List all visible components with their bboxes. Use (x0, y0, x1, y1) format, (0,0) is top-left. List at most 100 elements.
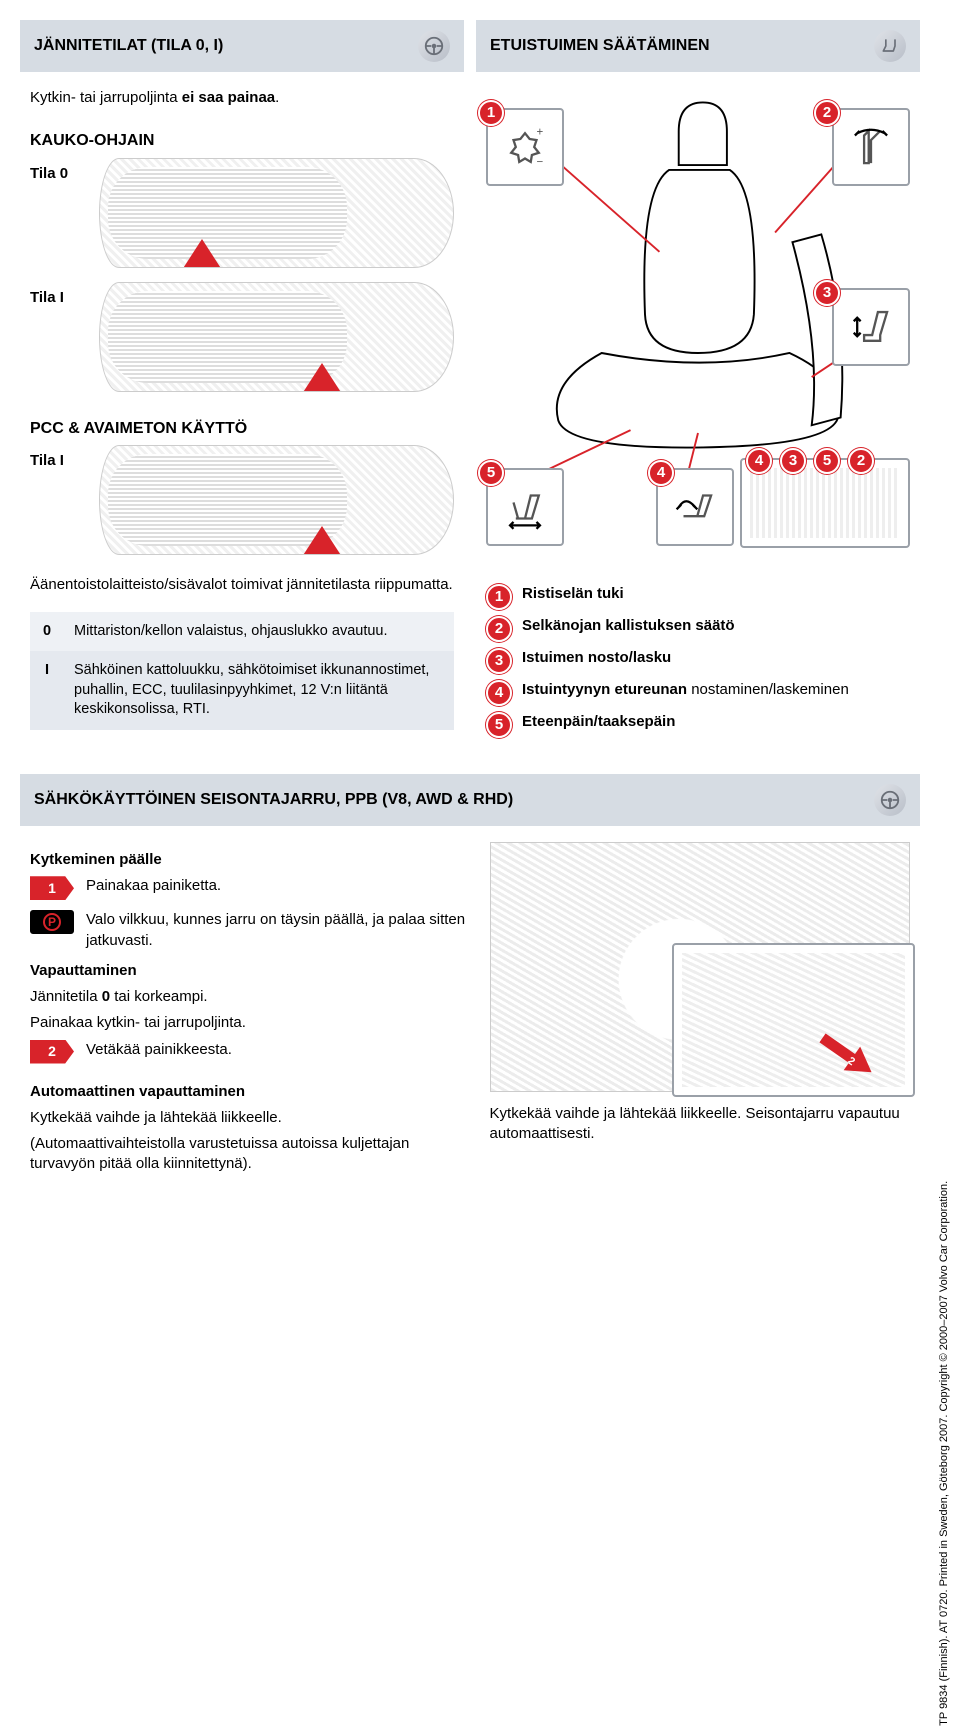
panel-title: SÄHKÖKÄYTTÖINEN SEISONTAJARRU, PPB (V8, … (34, 789, 513, 811)
seat-legend: 1 Ristiselän tuki 2 Selkänojan kallistuk… (486, 584, 910, 738)
parking-brake-inset (672, 943, 915, 1097)
table-row: 0 Mittariston/kellon valaistus, ohjauslu… (30, 612, 454, 652)
release-heading: Vapauttaminen (30, 961, 472, 981)
parking-brake-caption: Kytkekää vaihde ja lähtekää liikkeelle. … (490, 1104, 910, 1145)
pcc-state-label: Tila I (30, 445, 85, 471)
step-text: Valo vilkkuu, kunnes jarru on täysin pää… (86, 910, 472, 951)
red-arrow-icon (300, 363, 344, 392)
table-row: I Sähköinen kattoluukku, sähkötoimiset i… (30, 651, 454, 730)
pcc-key-illustration (99, 445, 454, 555)
pcc-heading: PCC & AVAIMETON KÄYTTÖ (30, 418, 454, 440)
panel-body: Kytkin- tai jarrupoljinta ei saa painaa.… (20, 88, 464, 740)
state-row-0: Tila 0 (30, 158, 454, 268)
callout-badge-4: 4 (648, 460, 674, 486)
legend-bold: Ristiselän tuki (522, 585, 624, 602)
callout-badge-2: 2 (814, 100, 840, 126)
legend-badge: 2 (486, 616, 512, 642)
parking-brake-text-column: Kytkeminen päälle 1 Painakaa painiketta.… (30, 842, 472, 1181)
panel-header: JÄNNITETILAT (TILA 0, I) (20, 20, 464, 72)
legend-bold: Selkänojan kallistuksen säätö (522, 617, 735, 634)
svg-text:+: + (537, 127, 544, 139)
release-line-2: Painakaa kytkin- tai jarrupoljinta. (30, 1013, 472, 1033)
rl1a: Jännitetila (30, 988, 102, 1005)
callout-badge-1: 1 (478, 100, 504, 126)
seat-diagram: +− 1 2 3 4 5 (486, 88, 910, 568)
step-flag-1: 1 (30, 876, 74, 900)
panel-header: SÄHKÖKÄYTTÖINEN SEISONTAJARRU, PPB (V8, … (20, 774, 920, 826)
legend-bold: Istuintyynyn etureunan (522, 681, 687, 698)
remote-key-illustration-0 (99, 158, 454, 268)
legend-text: Istuintyynyn etureunan nostaminen/laskem… (522, 680, 849, 700)
legend-text: Eteenpäin/taaksepäin (522, 712, 675, 732)
callout-badge-3: 3 (814, 280, 840, 306)
seat-adjustment-panel: ETUISTUIMEN SÄÄTÄMINEN (476, 20, 920, 754)
step-flag-2: 2 (30, 1040, 74, 1064)
step-row: 1 Painakaa painiketta. (30, 876, 472, 900)
copyright-sidenote: TP 9834 (Finnish). AT 0720. Printed in S… (937, 1181, 952, 1726)
panel-body: +− 1 2 3 4 5 (476, 88, 920, 754)
callout-box-3 (832, 288, 910, 366)
panel-header: ETUISTUIMEN SÄÄTÄMINEN (476, 20, 920, 72)
table-text: Mittariston/kellon valaistus, ohjauslukk… (64, 612, 454, 652)
release-line-1: Jännitetila 0 tai korkeampi. (30, 987, 472, 1007)
legend-row: 2 Selkänojan kallistuksen säätö (486, 616, 910, 642)
legend-row: 5 Eteenpäin/taaksepäin (486, 712, 910, 738)
state-label-0: Tila 0 (30, 158, 85, 184)
remote-key-illustration-I (99, 282, 454, 392)
table-key: 0 (30, 612, 64, 652)
callout-badge-5: 5 (478, 460, 504, 486)
panel-badge-5: 5 (814, 448, 840, 474)
legend-bold: Istuimen nosto/lasku (522, 649, 671, 666)
legend-row: 1 Ristiselän tuki (486, 584, 910, 610)
panel-badge-2: 2 (848, 448, 874, 474)
callout-box-2 (832, 108, 910, 186)
note-paragraph: Äänentoistolaitteisto/sisävalot toimivat… (30, 575, 454, 595)
intro-pre: Kytkin- tai jarrupoljinta (30, 89, 182, 106)
table-text: Sähköinen kattoluukku, sähkötoimiset ikk… (64, 651, 454, 730)
intro-line: Kytkin- tai jarrupoljinta ei saa painaa. (30, 88, 454, 108)
legend-badge: 4 (486, 680, 512, 706)
parking-indicator-icon: P (30, 910, 74, 934)
intro-post: . (275, 89, 279, 106)
red-arrow-icon (180, 239, 224, 268)
step-text: Vetäkää painikkeesta. (86, 1040, 232, 1060)
seat-icon (874, 30, 906, 62)
step-row: 2 Vetäkää painikkeesta. (30, 1040, 472, 1064)
state-label-I: Tila I (30, 282, 85, 308)
legend-badge: 1 (486, 584, 512, 610)
panel-title: ETUISTUIMEN SÄÄTÄMINEN (490, 35, 710, 57)
legend-row: 4 Istuintyynyn etureunan nostaminen/lask… (486, 680, 910, 706)
legend-row: 3 Istuimen nosto/lasku (486, 648, 910, 674)
parking-brake-illustration: 1 2 (490, 842, 910, 1092)
red-arrow-icon (300, 526, 344, 555)
step-text: Painakaa painiketta. (86, 876, 221, 896)
step-row: P Valo vilkkuu, kunnes jarru on täysin p… (30, 910, 472, 951)
steering-wheel-icon (418, 30, 450, 62)
auto-line-2: (Automaattivaihteistolla varustetuissa a… (30, 1134, 472, 1175)
parking-brake-panel: SÄHKÖKÄYTTÖINEN SEISONTAJARRU, PPB (V8, … (20, 774, 920, 1191)
legend-bold: Eteenpäin/taaksepäin (522, 713, 675, 730)
legend-text: Ristiselän tuki (522, 584, 624, 604)
legend-badge: 3 (486, 648, 512, 674)
engage-heading: Kytkeminen päälle (30, 850, 472, 870)
panel-badge-3: 3 (780, 448, 806, 474)
panel-body: Kytkeminen päälle 1 Painakaa painiketta.… (20, 842, 920, 1191)
legend-badge: 5 (486, 712, 512, 738)
intro-bold: ei saa painaa (182, 89, 275, 106)
auto-release-heading: Automaattinen vapauttaminen (30, 1082, 472, 1102)
steering-wheel-icon (874, 784, 906, 816)
ignition-state-table: 0 Mittariston/kellon valaistus, ohjauslu… (30, 612, 454, 730)
remote-heading: KAUKO-OHJAIN (30, 130, 454, 152)
legend-text: Istuimen nosto/lasku (522, 648, 671, 668)
panel-badge-4: 4 (746, 448, 772, 474)
rl1b: 0 (102, 988, 110, 1005)
ignition-states-panel: JÄNNITETILAT (TILA 0, I) Kytkin- tai jar… (20, 20, 464, 754)
table-key: I (30, 651, 64, 730)
panel-title: JÄNNITETILAT (TILA 0, I) (34, 35, 223, 57)
legend-text: Selkänojan kallistuksen säätö (522, 616, 735, 636)
pcc-state-row: Tila I (30, 445, 454, 555)
state-row-I: Tila I (30, 282, 454, 392)
legend-rest: nostaminen/laskeminen (687, 681, 849, 698)
rl1c: tai korkeampi. (110, 988, 208, 1005)
parking-brake-illustration-column: 1 2 Kytkekää vaihde ja lähtekää liikkeel… (490, 842, 910, 1181)
